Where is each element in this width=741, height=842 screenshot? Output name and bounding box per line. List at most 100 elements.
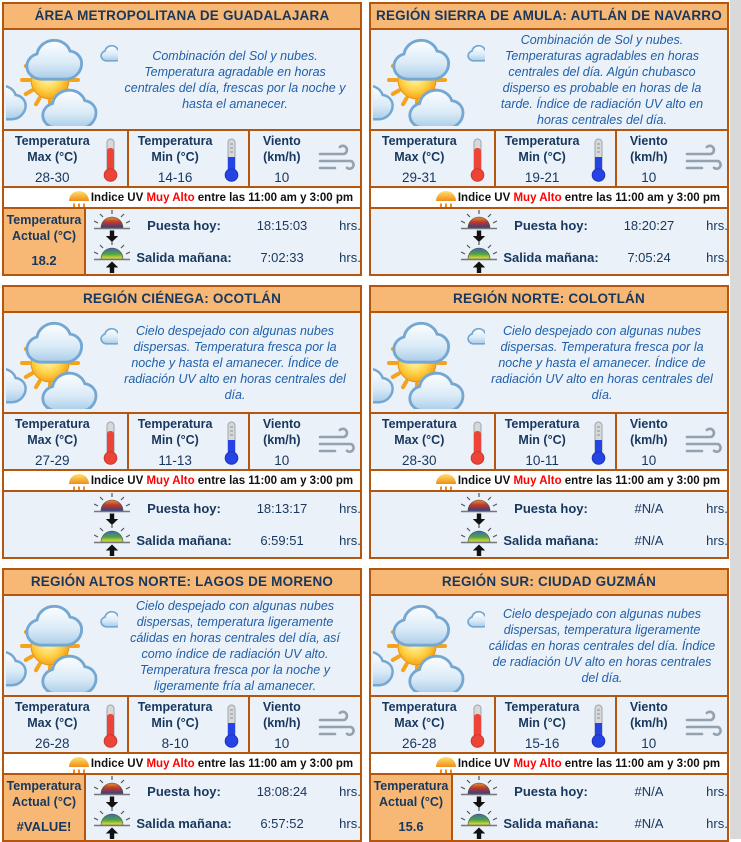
sunrise-time: 6:57:52 [260, 815, 304, 831]
sunset-time: 18:13:17 [256, 501, 308, 517]
wind-cell: Viento (km/h) 10 [617, 697, 727, 752]
sunrise-label: Salida mañana: [503, 249, 599, 265]
uv-level: Muy Alto [513, 474, 562, 487]
region-title: REGIÓN NORTE: COLOTLÁN [371, 287, 727, 313]
sunrise-unit: hrs. [339, 249, 361, 265]
uv-level: Muy Alto [146, 191, 195, 204]
wind-icon [681, 427, 727, 457]
temp-min-value: 8-10 [161, 736, 189, 752]
sun-times-list: Puesta hoy: 18:13:17 hrs. [86, 492, 374, 557]
uv-sun-icon [433, 188, 459, 212]
wind-label: Viento (km/h) [262, 133, 301, 164]
sunset-icon [94, 492, 130, 526]
sunset-unit: hrs. [339, 784, 361, 800]
wind-cell: Viento (km/h) 10 [617, 131, 727, 186]
actual-temp-cell: Temperatura Actual (°C) [4, 492, 86, 557]
region-title: REGIÓN SUR: CIUDAD GUZMÁN [371, 570, 727, 596]
wind-value: 10 [641, 453, 657, 469]
region-title: REGIÓN ALTOS NORTE: LAGOS DE MORENO [4, 570, 360, 596]
temp-min-cell: Temperatura Min (°C) 14-16 [129, 131, 250, 186]
sun-times-list: Puesta hoy: 18:15:03 hrs. [86, 209, 374, 274]
uv-prefix: Indice UV [90, 191, 147, 204]
sunrise-row: Salida mañana: #N/A hrs. [453, 524, 741, 557]
thermometer-cold-icon [589, 419, 611, 465]
temp-max-cell: Temperatura Max (°C) 27-29 [4, 414, 129, 469]
region-panel: REGIÓN NORTE: COLOTLÁN [369, 285, 729, 559]
forecast-row: Cielo despejado con algunas nubes disper… [4, 313, 360, 414]
uv-suffix: entre las 11:00 am y 3:00 pm [194, 474, 354, 487]
uv-prefix: Indice UV [90, 757, 147, 770]
wind-value: 10 [641, 736, 657, 752]
sunset-row: Puesta hoy: #N/A hrs. [453, 775, 741, 808]
temp-max-cell: Temperatura Max (°C) 28-30 [371, 414, 496, 469]
wind-cell: Viento (km/h) 10 [250, 131, 360, 186]
sunrise-row: Salida mañana: 6:59:51 hrs. [86, 524, 374, 557]
uv-suffix: entre las 11:00 am y 3:00 pm [561, 757, 721, 770]
actual-temp-value: 15.6 [398, 819, 424, 835]
sunrise-icon [461, 806, 497, 840]
partly-cloudy-icon [4, 30, 120, 129]
region-title: ÁREA METROPOLITANA DE GUADALAJARA [4, 4, 360, 30]
forecast-row: Combinación de Sol y nubes. Temperaturas… [371, 30, 727, 131]
partly-cloudy-icon [4, 313, 120, 412]
region-title: REGIÓN SIERRA DE AMULA: AUTLÁN DE NAVARR… [371, 4, 727, 30]
uv-index-bar: Indice UV Muy Alto entre las 11:00 am y … [371, 471, 727, 492]
sunrise-unit: hrs. [706, 532, 728, 548]
temperature-row: Temperatura Max (°C) 29-31 Temperatura M… [371, 131, 727, 188]
wind-cell: Viento (km/h) 10 [617, 414, 727, 469]
temperature-row: Temperatura Max (°C) 26-28 Temperatura M… [371, 697, 727, 754]
sunrise-icon [461, 240, 497, 274]
forecast-text: Cielo despejado con algunas nubes disper… [130, 598, 340, 693]
forecast-row: Cielo despejado con algunas nubes disper… [4, 596, 360, 697]
temperature-row: Temperatura Max (°C) 27-29 Temperatura M… [4, 414, 360, 471]
uv-index-bar: Indice UV Muy Alto entre las 11:00 am y … [4, 188, 360, 209]
partly-cloudy-icon [4, 596, 120, 695]
temp-min-label: Temperatura Min (°C) [137, 699, 213, 730]
temperature-row: Temperatura Max (°C) 26-28 Temperatura M… [4, 697, 360, 754]
sunset-label: Puesta hoy: [514, 218, 588, 234]
temp-min-cell: Temperatura Min (°C) 8-10 [129, 697, 250, 752]
sunset-unit: hrs. [339, 501, 361, 517]
uv-index-text: Indice UV Muy Alto entre las 11:00 am y … [91, 758, 353, 770]
wind-icon [681, 144, 727, 174]
sun-times-list: Puesta hoy: #N/A hrs. [453, 492, 741, 557]
sunset-time: #N/A [634, 784, 664, 800]
thermometer-cold-icon [222, 419, 244, 465]
temp-min-value: 11-13 [158, 453, 192, 469]
uv-prefix: Indice UV [457, 191, 514, 204]
forecast-row: Cielo despejado con algunas nubes disper… [371, 313, 727, 414]
sunset-icon [94, 209, 130, 243]
forecast-text: Cielo despejado con algunas nubes disper… [491, 323, 713, 402]
actual-temp-label: Temperatura Actual (°C) [6, 213, 82, 243]
wind-icon [314, 427, 360, 457]
forecast-row: Cielo despejado con algunas nubes disper… [371, 596, 727, 697]
sun-times-list: Puesta hoy: #N/A hrs. [453, 775, 741, 840]
actual-temp-cell: Temperatura Actual (°C) 15.6 [371, 775, 453, 840]
uv-sun-icon [433, 471, 459, 495]
sunset-label: Puesta hoy: [514, 784, 588, 800]
temp-max-value: 27-29 [35, 453, 70, 469]
uv-suffix: entre las 11:00 am y 3:00 pm [561, 474, 721, 487]
forecast-text: Cielo despejado con algunas nubes disper… [488, 606, 716, 685]
temp-max-value: 28-30 [402, 453, 437, 469]
thermometer-hot-icon [101, 136, 123, 182]
temp-max-label: Temperatura Max (°C) [381, 133, 457, 164]
uv-sun-icon [66, 471, 92, 495]
temp-max-value: 26-28 [35, 736, 70, 752]
sunset-row: Puesta hoy: 18:20:27 hrs. [453, 209, 741, 242]
uv-level: Muy Alto [513, 191, 562, 204]
thermometer-cold-icon [222, 136, 244, 182]
sunrise-unit: hrs. [339, 815, 361, 831]
uv-suffix: entre las 11:00 am y 3:00 pm [194, 191, 354, 204]
sunset-unit: hrs. [706, 784, 728, 800]
uv-level: Muy Alto [513, 757, 562, 770]
temp-max-value: 26-28 [402, 736, 437, 752]
uv-suffix: entre las 11:00 am y 3:00 pm [561, 191, 721, 204]
temp-max-cell: Temperatura Max (°C) 26-28 [371, 697, 496, 752]
sunrise-unit: hrs. [706, 815, 728, 831]
region-title: REGIÓN CIÉNEGA: OCOTLÁN [4, 287, 360, 313]
thermometer-hot-icon [101, 702, 123, 748]
sunrise-row: Salida mañana: 6:57:52 hrs. [86, 807, 374, 840]
wind-value: 10 [274, 170, 290, 186]
sunset-icon [461, 492, 497, 526]
